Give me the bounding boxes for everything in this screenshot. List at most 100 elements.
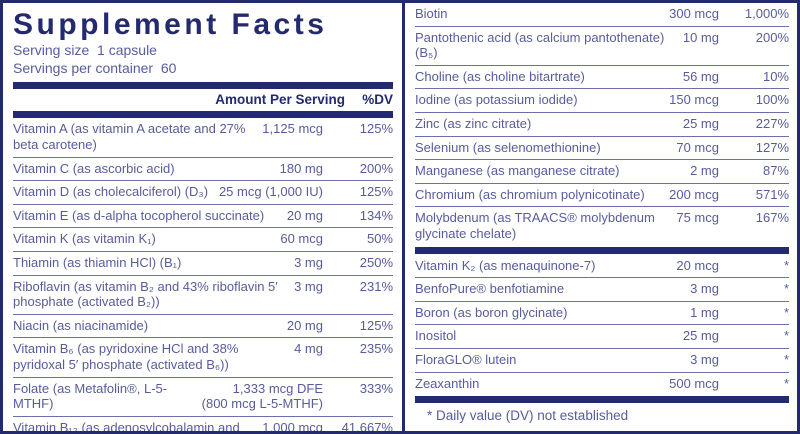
nutrient-dv: 50% xyxy=(366,231,393,247)
nutrient-amount: 70 mcg xyxy=(676,139,719,155)
nutrient-amount: 300 mcg xyxy=(669,6,719,21)
nutrient-amount: 25 mg xyxy=(682,115,719,131)
nutrient-name: Vitamin B₁₂ (as adenosylcobalamin and 50… xyxy=(13,419,240,431)
nutrient-amount: 1 mg xyxy=(690,304,719,320)
nutrient-name: Vitamin C (as ascorbic acid) xyxy=(13,160,175,176)
nutrient-amount: 500 mcg xyxy=(669,375,719,391)
nutrient-dv: 250% xyxy=(359,254,393,270)
nutrient-dv: 167% xyxy=(755,210,789,226)
nutrient-row: Vitamin B₆ (as pyridoxine HCl and 38% py… xyxy=(13,337,393,376)
no-dv-nutrient-list: Vitamin K₂ (as menaquinone-7) 20 mcg * B… xyxy=(415,255,789,396)
nutrient-name: Vitamin B₆ (as pyridoxine HCl and 38% py… xyxy=(13,341,239,372)
nutrient-dv: 200% xyxy=(359,160,393,176)
nutrient-row: Vitamin C (as ascorbic acid) 180 mg 200% xyxy=(13,156,393,181)
amount-per-serving-header: Amount Per Serving xyxy=(215,92,345,108)
nutrient-row: Iodine (as potassium iodide) 150 mcg 100… xyxy=(415,88,789,112)
nutrient-row: Riboflavin (as vitamin B₂ and 43% ribofl… xyxy=(13,274,393,314)
nutrient-dv: 100% xyxy=(755,92,789,108)
nutrient-dv: 227% xyxy=(755,115,789,131)
nutrient-name: Pantothenic acid (as calcium pantothenat… xyxy=(415,29,665,61)
nutrient-name: Iodine (as potassium iodide) xyxy=(415,92,578,108)
nutrient-amount: 20 mcg xyxy=(676,257,719,273)
nutrient-dv: 10% xyxy=(762,68,789,84)
nutrient-amount: 3 mg xyxy=(294,278,323,294)
nutrient-name: Inositol xyxy=(415,328,457,344)
nutrient-name: BenfoPure® benfotiamine xyxy=(415,281,565,297)
nutrient-name: Riboflavin (as vitamin B₂ and 43% ribofl… xyxy=(13,278,278,310)
divider-bar xyxy=(13,82,393,90)
nutrient-amount: 200 mcg xyxy=(669,186,719,202)
nutrient-name: Vitamin D (as cholecalciferol) (D₃) xyxy=(13,184,209,200)
nutrient-dv: 125% xyxy=(359,121,393,137)
nutrient-row: FloraGLO® lutein 3 mg * xyxy=(415,347,789,372)
nutrient-amount: 1,333 mcg DFE (800 mcg L-5-MTHF) xyxy=(201,380,323,412)
nutrient-dv: 235% xyxy=(359,341,393,357)
nutrient-amount: 25 mg xyxy=(682,328,719,344)
nutrient-name: Manganese (as manganese citrate) xyxy=(415,163,620,179)
nutrient-amount: 1,125 mcg xyxy=(262,121,323,137)
nutrient-dv: 571% xyxy=(755,186,789,202)
nutrient-amount: 180 mg xyxy=(279,160,323,176)
nutrient-name: Niacin (as niacinamide) xyxy=(13,317,149,333)
nutrient-dv: 333% xyxy=(359,380,393,396)
nutrient-name: Zeaxanthin xyxy=(415,375,480,391)
nutrient-row: Choline (as choline bitartrate) 56 mg 10… xyxy=(415,64,789,89)
nutrient-row: Vitamin D (as cholecalciferol) (D₃) 25 m… xyxy=(13,180,393,204)
nutrient-dv: * xyxy=(783,257,789,273)
nutrient-amount: 10 mg xyxy=(682,29,719,45)
nutrient-dv: 134% xyxy=(359,207,393,223)
column-header-row: Amount Per Serving %DV xyxy=(13,89,393,111)
nutrient-dv: * xyxy=(783,351,789,367)
nutrient-row: Thiamin (as thiamin HCl) (B₁) 3 mg 250% xyxy=(13,250,393,275)
nutrient-amount: 20 mg xyxy=(286,207,323,223)
nutrient-row: Boron (as boron glycinate) 1 mg * xyxy=(415,300,789,325)
nutrient-dv: 41,667% xyxy=(341,419,393,431)
nutrient-dv: 125% xyxy=(359,184,393,200)
nutrient-name: Vitamin A (as vitamin A acetate and 27% … xyxy=(13,121,246,152)
nutrient-amount: 2 mg xyxy=(690,163,719,179)
nutrient-name: Choline (as choline bitartrate) xyxy=(415,68,585,84)
nutrient-amount: 150 mcg xyxy=(669,92,719,108)
nutrient-row: Vitamin E (as d-alpha tocopherol succina… xyxy=(13,203,393,228)
nutrient-row: Molybdenum (as TRAACS® molybdenum glycin… xyxy=(415,206,789,245)
nutrient-row: Biotin 300 mcg 1,000% xyxy=(415,3,789,26)
nutrient-row: Selenium (as selenomethionine) 70 mcg 12… xyxy=(415,135,789,160)
nutrient-row: Vitamin A (as vitamin A acetate and 27% … xyxy=(13,118,393,156)
nutrient-row: Chromium (as chromium polynicotinate) 20… xyxy=(415,182,789,207)
nutrient-name: Chromium (as chromium polynicotinate) xyxy=(415,186,645,202)
divider-bar xyxy=(13,111,393,119)
right-column: Biotin 300 mcg 1,000% Pantothenic acid (… xyxy=(402,3,797,431)
page-title: Supplement Facts xyxy=(13,8,328,41)
daily-value-footnote: * Daily value (DV) not established xyxy=(427,408,629,424)
nutrient-row: Vitamin B₁₂ (as adenosylcobalamin and 50… xyxy=(13,415,393,431)
nutrient-row: Manganese (as manganese citrate) 2 mg 87… xyxy=(415,159,789,183)
nutrient-amount: 3 mg xyxy=(294,254,323,270)
nutrient-dv: * xyxy=(783,328,789,344)
nutrient-amount: 3 mg xyxy=(690,351,719,367)
nutrient-row: Pantothenic acid (as calcium pantothenat… xyxy=(415,25,789,65)
nutrient-dv: 127% xyxy=(755,139,789,155)
nutrient-dv: 87% xyxy=(762,163,789,179)
nutrient-amount: 60 mcg xyxy=(280,231,323,247)
nutrient-name: Thiamin (as thiamin HCl) (B₁) xyxy=(13,254,182,270)
nutrient-name: Vitamin E (as d-alpha tocopherol succina… xyxy=(13,207,265,223)
nutrient-dv: 125% xyxy=(359,317,393,333)
left-nutrient-list: Vitamin A (as vitamin A acetate and 27% … xyxy=(13,118,393,431)
nutrient-row: Inositol 25 mg * xyxy=(415,324,789,348)
divider-bar xyxy=(415,396,789,404)
nutrient-amount: 25 mcg (1,000 IU) xyxy=(218,184,323,200)
nutrient-name: Molybdenum (as TRAACS® molybdenum glycin… xyxy=(415,210,655,241)
nutrient-amount: 75 mcg xyxy=(676,210,719,226)
nutrient-dv: * xyxy=(783,281,789,297)
nutrient-row: Folate (as Metafolin®, L-5-MTHF) 1,333 m… xyxy=(13,376,393,416)
nutrient-name: Folate (as Metafolin®, L-5-MTHF) xyxy=(13,380,168,412)
nutrient-row: Niacin (as niacinamide) 20 mg 125% xyxy=(13,313,393,338)
nutrient-name: Selenium (as selenomethionine) xyxy=(415,139,601,155)
nutrient-row: Zinc (as zinc citrate) 25 mg 227% xyxy=(415,111,789,136)
nutrient-row: BenfoPure® benfotiamine 3 mg * xyxy=(415,277,789,301)
nutrient-name: Zinc (as zinc citrate) xyxy=(415,115,532,131)
nutrient-dv: 231% xyxy=(359,278,393,294)
nutrient-dv: 1,000% xyxy=(744,6,789,21)
nutrient-row: Vitamin K₂ (as menaquinone-7) 20 mcg * xyxy=(415,255,789,278)
